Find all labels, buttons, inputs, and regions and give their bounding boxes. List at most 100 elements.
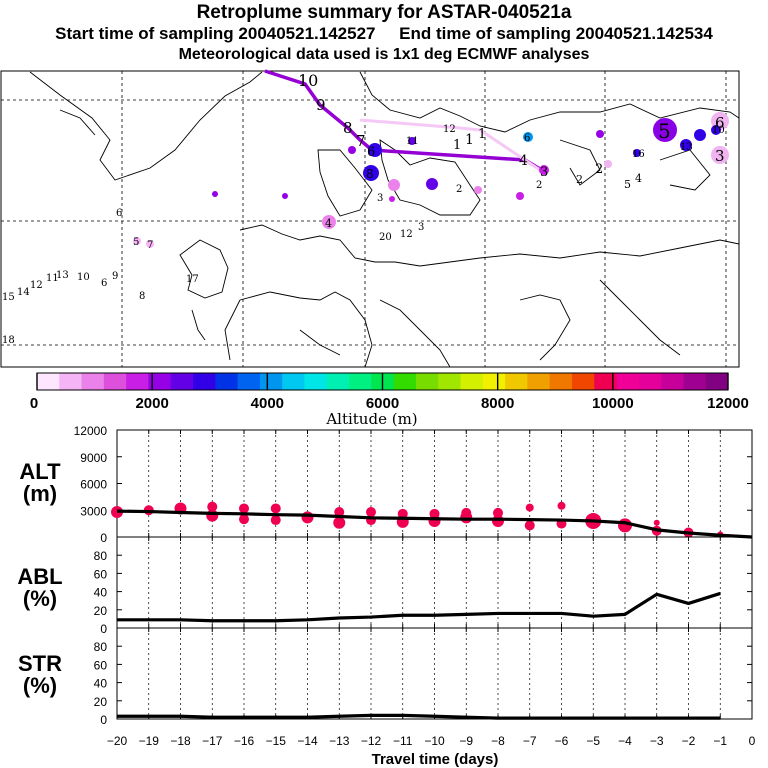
alt-cluster-point (557, 501, 566, 510)
x-tick-label: −12 (361, 734, 382, 748)
abl-panel-ytick-label: 40 (94, 586, 108, 600)
colorbar-tick-label: 2000 (135, 395, 168, 412)
centroid-track (264, 69, 546, 174)
map-labels: 10 9 8 7 6 4 3 1 1 1 5 6 3 2 2 5 4 8 4 3… (2, 71, 725, 346)
map-cluster (282, 193, 288, 199)
colorbar-swatch (505, 373, 528, 390)
map-label: 6 (715, 114, 725, 132)
alt-cluster-point (397, 508, 408, 519)
map-label: 8 (343, 119, 353, 137)
map-label: 4 (519, 153, 528, 169)
map-label: 4 (635, 172, 642, 185)
map-cluster (363, 165, 379, 181)
x-tick-label: −20 (107, 734, 128, 748)
colorbar-swatch (482, 373, 506, 390)
map-label: 5 (624, 178, 631, 191)
alt-panel: 0 3000 6000 9000 12000 (74, 424, 753, 545)
x-tick-label: −1 (713, 734, 727, 748)
colorbar-swatch (37, 373, 60, 390)
map-label: 15 (2, 292, 15, 303)
colorbar-swatch (571, 373, 595, 390)
map-label: 7 (356, 132, 366, 150)
colorbar-swatch (59, 373, 83, 390)
x-tick-label: −7 (523, 734, 537, 748)
colorbar-swatch (705, 373, 729, 390)
map-label: 11 (46, 273, 59, 284)
map-label: 18 (2, 335, 15, 346)
x-tick-label: −6 (555, 734, 569, 748)
map-cluster (426, 178, 438, 190)
colorbar-swatch (527, 373, 551, 390)
colorbar-swatch (415, 373, 439, 390)
map-cluster (596, 130, 604, 138)
map-cluster (516, 192, 524, 200)
x-tick-label: −9 (459, 734, 473, 748)
x-tick-label: −4 (618, 734, 632, 748)
map-cluster (389, 196, 395, 202)
colorbar-swatch (438, 373, 462, 390)
map-clusters (133, 112, 729, 248)
alt-panel-ytick-label: 6000 (80, 478, 107, 492)
alt-panel-label: ALT (19, 459, 61, 484)
map-label: 2 (536, 180, 542, 191)
alt-cluster-point (239, 503, 249, 514)
colorbar-swatches (36, 372, 729, 391)
map-label: 9 (112, 271, 118, 282)
alt-panel-ytick-label: 3000 (80, 504, 107, 518)
colorbar-swatch (193, 373, 216, 390)
colorbar-tick-label: 0 (30, 395, 38, 412)
map-label: 6 (524, 133, 530, 144)
str-panel-label: STR (18, 651, 62, 676)
x-tick-label: −2 (682, 734, 696, 748)
alt-cluster-point (461, 507, 472, 518)
x-axis-label: Travel time (days) (372, 751, 499, 768)
alt-cluster-point (366, 507, 376, 518)
map-label: 16 (632, 149, 645, 160)
abl-panel-ytick-label: 20 (94, 604, 108, 618)
abl-panel-ytick-label: 0 (100, 622, 107, 636)
altitude-colorbar: 0 2000 4000 6000 8000 10000 12000 Altitude (m) (30, 372, 749, 428)
map-cluster (388, 179, 400, 191)
map-cluster (694, 129, 706, 141)
map-panel: 10 9 8 7 6 4 3 1 1 1 5 6 3 2 2 5 4 8 4 3… (0, 69, 740, 368)
chart-title: Retroplume summary for ASTAR-040521a (196, 2, 572, 23)
map-label: 4 (325, 217, 332, 230)
colorbar-swatch (304, 373, 328, 390)
str-panel-ytick-label: 0 (100, 713, 107, 727)
map-label: 6 (116, 208, 122, 219)
abl-panel-series-line (117, 591, 721, 623)
colorbar-label: Altitude (m) (325, 410, 417, 428)
map-label: 6 (101, 278, 107, 289)
colorbar-swatch (683, 373, 707, 390)
x-tick-label: −3 (650, 734, 664, 748)
x-tick-label: −15 (266, 734, 287, 748)
alt-panel-series-line (116, 509, 753, 539)
str-panel-ytick-label: 20 (94, 695, 108, 709)
map-label: 12 (400, 229, 413, 240)
map-label: 9 (316, 96, 326, 114)
map-label: 7 (147, 240, 153, 251)
abl-panel-ytick-label: 60 (94, 567, 108, 581)
x-tick-label: −10 (424, 734, 445, 748)
colorbar-swatch (594, 373, 618, 390)
colorbar-swatch (460, 373, 484, 390)
x-tick-label: −11 (393, 734, 413, 748)
map-cluster (711, 125, 721, 135)
alt-cluster-point (524, 520, 535, 531)
x-tick-label: −17 (202, 734, 223, 748)
alt-cluster-point (239, 514, 249, 525)
map-cluster (680, 139, 692, 151)
colorbar-swatch (349, 373, 372, 390)
x-tick-label: −16 (234, 734, 255, 748)
str-panel-ytick-label: 80 (94, 640, 108, 654)
alt-cluster-point (334, 507, 345, 518)
colorbar-swatch (549, 373, 573, 390)
colorbar-tick-label: 10000 (592, 395, 634, 412)
abl-panel-ytick-label: 80 (94, 549, 108, 563)
map-label: 10 (298, 71, 318, 90)
x-tick-label: −19 (139, 734, 160, 748)
time-series-panels: 030006000900012000020406080020406080−20−… (74, 424, 756, 748)
colorbar-tick-label: 6000 (366, 395, 399, 412)
map-label: 2 (456, 184, 462, 195)
str-panel-series-line (117, 713, 721, 720)
